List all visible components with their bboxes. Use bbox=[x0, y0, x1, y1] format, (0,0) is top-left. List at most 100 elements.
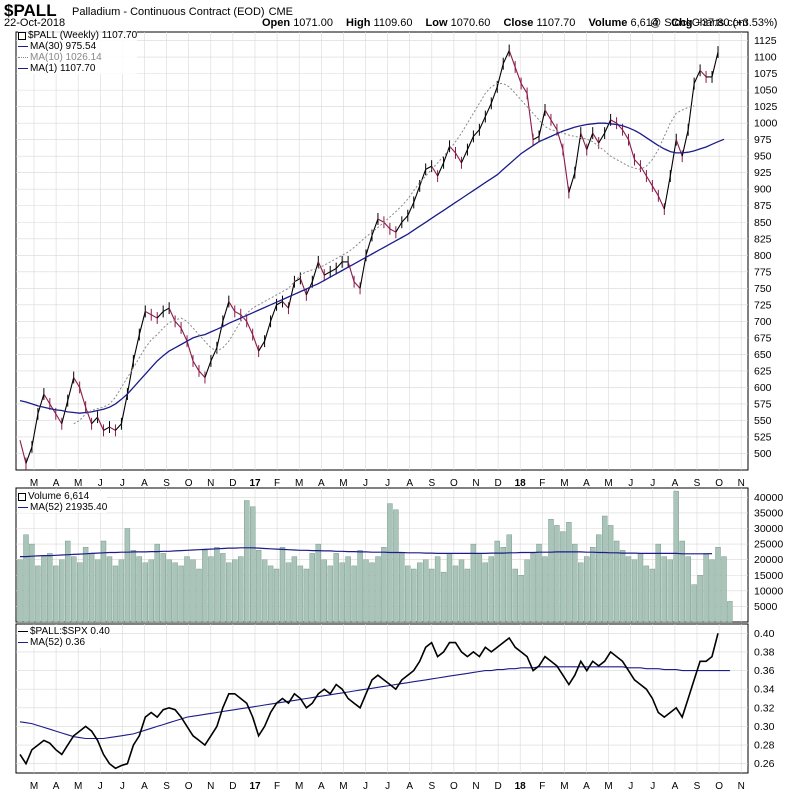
y-tick-label: 0.38 bbox=[754, 646, 775, 658]
volume-bar bbox=[470, 543, 477, 623]
price-segment bbox=[508, 50, 516, 68]
x-tick-label: J bbox=[385, 478, 390, 489]
open-label: Open bbox=[262, 17, 291, 29]
x-tick-label: O bbox=[715, 781, 723, 792]
x-tick-label: M bbox=[74, 478, 82, 489]
volume-bar bbox=[345, 556, 351, 623]
price-segment bbox=[299, 278, 307, 296]
volume-bar bbox=[625, 556, 632, 623]
x-tick-label: A bbox=[672, 781, 679, 792]
legend-label: MA(52) 0.36 bbox=[30, 637, 86, 648]
price-segment bbox=[210, 347, 218, 362]
price-segment bbox=[514, 66, 522, 84]
volume-bar bbox=[423, 559, 429, 623]
price-segment bbox=[85, 407, 93, 424]
volume-bar bbox=[578, 562, 584, 623]
x-tick-label: A bbox=[406, 478, 413, 489]
price-segment bbox=[639, 165, 647, 177]
ma10-line bbox=[73, 83, 695, 425]
price-segment bbox=[627, 139, 636, 160]
legend-entry: MA(1) 1107.70 bbox=[18, 63, 137, 74]
volume-bar bbox=[106, 556, 113, 623]
x-tick-label: M bbox=[560, 478, 568, 489]
x-tick-label: M bbox=[604, 478, 612, 489]
x-tick-label: M bbox=[30, 781, 38, 792]
volume-bar bbox=[130, 550, 137, 623]
x-tick-label: S bbox=[163, 478, 170, 489]
volume-bar bbox=[243, 500, 250, 623]
ma30-line bbox=[19, 122, 725, 414]
y-tick-label: 500 bbox=[754, 448, 772, 460]
price-segment bbox=[472, 129, 480, 137]
volume-bar bbox=[100, 540, 107, 623]
volume-bar bbox=[417, 562, 423, 623]
close-value: 1107.70 bbox=[536, 17, 576, 29]
price-segment bbox=[55, 413, 63, 425]
volume-bar bbox=[154, 543, 160, 623]
price-segment bbox=[168, 307, 176, 322]
open-value: 1071.00 bbox=[293, 17, 333, 29]
volume-bar bbox=[321, 559, 327, 623]
price-segment bbox=[634, 159, 641, 167]
x-tick-label: M bbox=[295, 478, 303, 489]
volume-bar bbox=[351, 565, 357, 623]
price-segment bbox=[311, 261, 319, 282]
price-segment bbox=[586, 132, 594, 150]
price-segment bbox=[264, 321, 272, 342]
price-segment bbox=[437, 162, 445, 177]
volume-bar bbox=[428, 568, 435, 623]
x-tick-label: M bbox=[339, 478, 347, 489]
stockcharts-logo[interactable]: @ StockCharts.com bbox=[650, 17, 748, 29]
volume-bar bbox=[285, 562, 292, 623]
x-tick-label: J bbox=[650, 781, 655, 792]
price-segment bbox=[216, 321, 224, 348]
volume-bar bbox=[202, 550, 208, 623]
volume-bar bbox=[327, 565, 333, 623]
volume-bar bbox=[381, 547, 387, 623]
price-segment bbox=[532, 135, 540, 141]
volume-bar bbox=[494, 540, 500, 623]
x-tick-label: M bbox=[74, 781, 82, 792]
y-tick-label: 0.26 bbox=[754, 758, 775, 770]
y-tick-label: 1075 bbox=[754, 68, 778, 80]
y-tick-label: 975 bbox=[754, 134, 772, 146]
price-segment bbox=[466, 136, 474, 150]
x-tick-label: F bbox=[274, 478, 280, 489]
legend-label: $PALL (Weekly) 1107.70 bbox=[28, 30, 138, 41]
x-tick-label: O bbox=[715, 478, 723, 489]
low-label: Low bbox=[425, 17, 448, 29]
x-tick-label: J bbox=[363, 781, 368, 792]
y-tick-label: 20000 bbox=[754, 554, 783, 566]
volume-bar bbox=[357, 550, 363, 623]
price-segment bbox=[449, 145, 456, 154]
price-segment bbox=[204, 360, 212, 378]
volume-bar bbox=[709, 559, 715, 623]
price-segment bbox=[574, 132, 582, 173]
price-segment bbox=[478, 116, 486, 131]
price-legend: $PALL (Weekly) 1107.70 MA(30) 975.54 MA(10… bbox=[18, 30, 138, 74]
price-segment bbox=[270, 304, 278, 322]
y-tick-label: 0.30 bbox=[754, 721, 775, 733]
volume-bar bbox=[649, 568, 656, 623]
price-segment bbox=[598, 132, 606, 144]
x-tick-label: A bbox=[141, 478, 148, 489]
x-tick-label: D bbox=[494, 478, 501, 489]
volume-bar bbox=[476, 553, 483, 623]
volume-bar bbox=[637, 553, 644, 623]
price-segment bbox=[377, 218, 385, 223]
volume-bar bbox=[35, 565, 41, 623]
price-segment bbox=[651, 185, 659, 197]
price-segment bbox=[109, 426, 116, 431]
y-tick-label: 1050 bbox=[754, 85, 778, 97]
price-segment bbox=[347, 261, 355, 282]
x-tick-label: N bbox=[207, 478, 214, 489]
legend-label: Volume 6,614 bbox=[28, 491, 90, 502]
legend-entry: MA(52) 21935.40 bbox=[18, 502, 107, 513]
price-segment bbox=[562, 149, 570, 193]
price-segment bbox=[359, 255, 367, 289]
x-tick-label: 17 bbox=[249, 781, 261, 792]
price-segment bbox=[25, 446, 33, 464]
price-segment bbox=[592, 132, 600, 144]
y-tick-label: 25000 bbox=[754, 539, 783, 551]
